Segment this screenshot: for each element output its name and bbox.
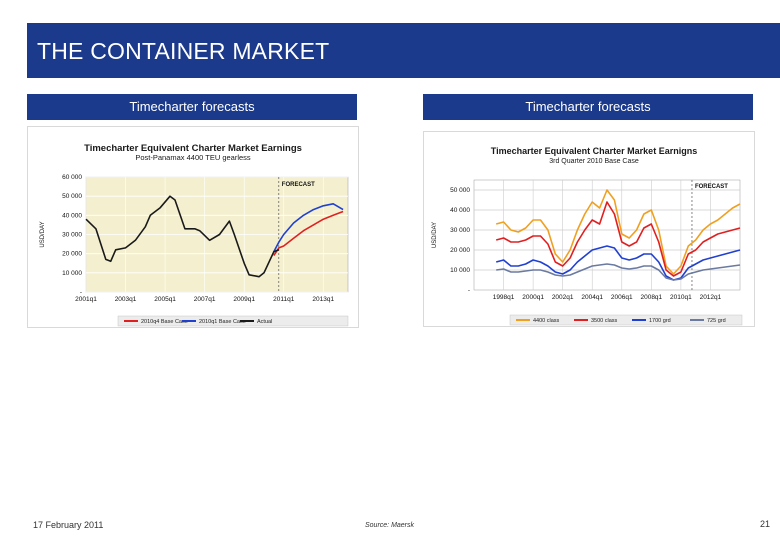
chart-subtitle: 3rd Quarter 2010 Base Case [549,158,639,165]
chart-title: Timecharter Equivalent Charter Market Ea… [491,146,697,156]
chart-subtitle: Post-Panamax 4400 TEU gearless [135,153,251,162]
x-tick-label: 2007q1 [194,296,216,303]
slide-title: THE CONTAINER MARKET [37,38,330,64]
x-tick-label: 2004q1 [581,294,603,301]
page-number: 21 [760,519,771,529]
y-tick-label: 60 000 [62,174,82,181]
y-tick-label: 40 000 [62,212,82,219]
y-axis-label: USD/DAY [432,222,438,248]
x-tick-label: 2003q1 [115,296,137,303]
left-chart-frame: Timecharter Equivalent Charter Market Ea… [27,126,359,328]
x-tick-label: 2011q1 [273,296,295,303]
series-line-2 [273,203,344,253]
title-bar: THE CONTAINER MARKET [27,23,780,78]
legend-label: 725 grd [707,318,726,324]
x-tick-label: 1998q1 [493,294,515,301]
x-tick-label: 2013q1 [312,296,334,303]
y-tick-label: 50 000 [62,193,82,200]
series-line-1 [495,189,741,275]
right-chart-frame: Timecharter Equivalent Charter Market Ea… [423,131,755,327]
y-tick-label: 30 000 [62,232,82,239]
y-tick-label: 30 000 [450,227,470,234]
x-tick-label: 2008q1 [640,294,662,301]
x-tick-label: 2005q1 [154,296,176,303]
x-tick-label: 2010q1 [670,294,692,301]
series-line-1 [273,210,344,257]
y-tick-label: 20 000 [62,251,82,258]
forecast-label: FORECAST [282,182,315,188]
legend-box [509,314,743,326]
series-line-2 [495,201,741,277]
legend-label: Actual [257,319,272,325]
right-panel-title: Timecharter forecasts [423,94,753,120]
x-tick-label: 2002q1 [552,294,574,301]
y-axis-label: USD/DAY [40,221,46,247]
left-chart: Timecharter Equivalent Charter Market Ea… [40,143,349,327]
x-tick-label: 2012q1 [700,294,722,301]
legend-label: 4400 class [533,318,560,324]
x-tick-label: 2001q1 [75,296,97,303]
legend-label: 1700 grd [649,318,671,324]
legend-box [117,315,349,327]
y-tick-label: - [468,287,470,294]
x-tick-label: 2000q1 [522,294,544,301]
right-chart: Timecharter Equivalent Charter Market Ea… [432,146,743,326]
footer-date: 17 February 2011 [33,520,104,530]
legend-label: 3500 class [591,318,618,324]
left-panel-title: Timecharter forecasts [27,94,357,120]
y-tick-label: 10 000 [62,270,82,277]
legend-label: 2010q4 Base Case [141,319,188,325]
x-tick-label: 2009q1 [233,296,255,303]
x-tick-label: 2006q1 [611,294,633,301]
footer-source: Source: Maersk [365,522,415,529]
legend-label: 2010q1 Base Case [199,319,246,325]
series-line-4 [496,263,741,281]
y-tick-label: 20 000 [450,247,470,254]
series-line-3 [85,195,280,278]
y-tick-label: 10 000 [450,267,470,274]
y-tick-label: 40 000 [450,207,470,214]
forecast-label: FORECAST [695,184,728,190]
y-tick-label: - [80,289,82,296]
chart-title: Timecharter Equivalent Charter Market Ea… [84,143,302,154]
y-tick-label: 50 000 [450,187,470,194]
series-line-3 [495,245,741,281]
